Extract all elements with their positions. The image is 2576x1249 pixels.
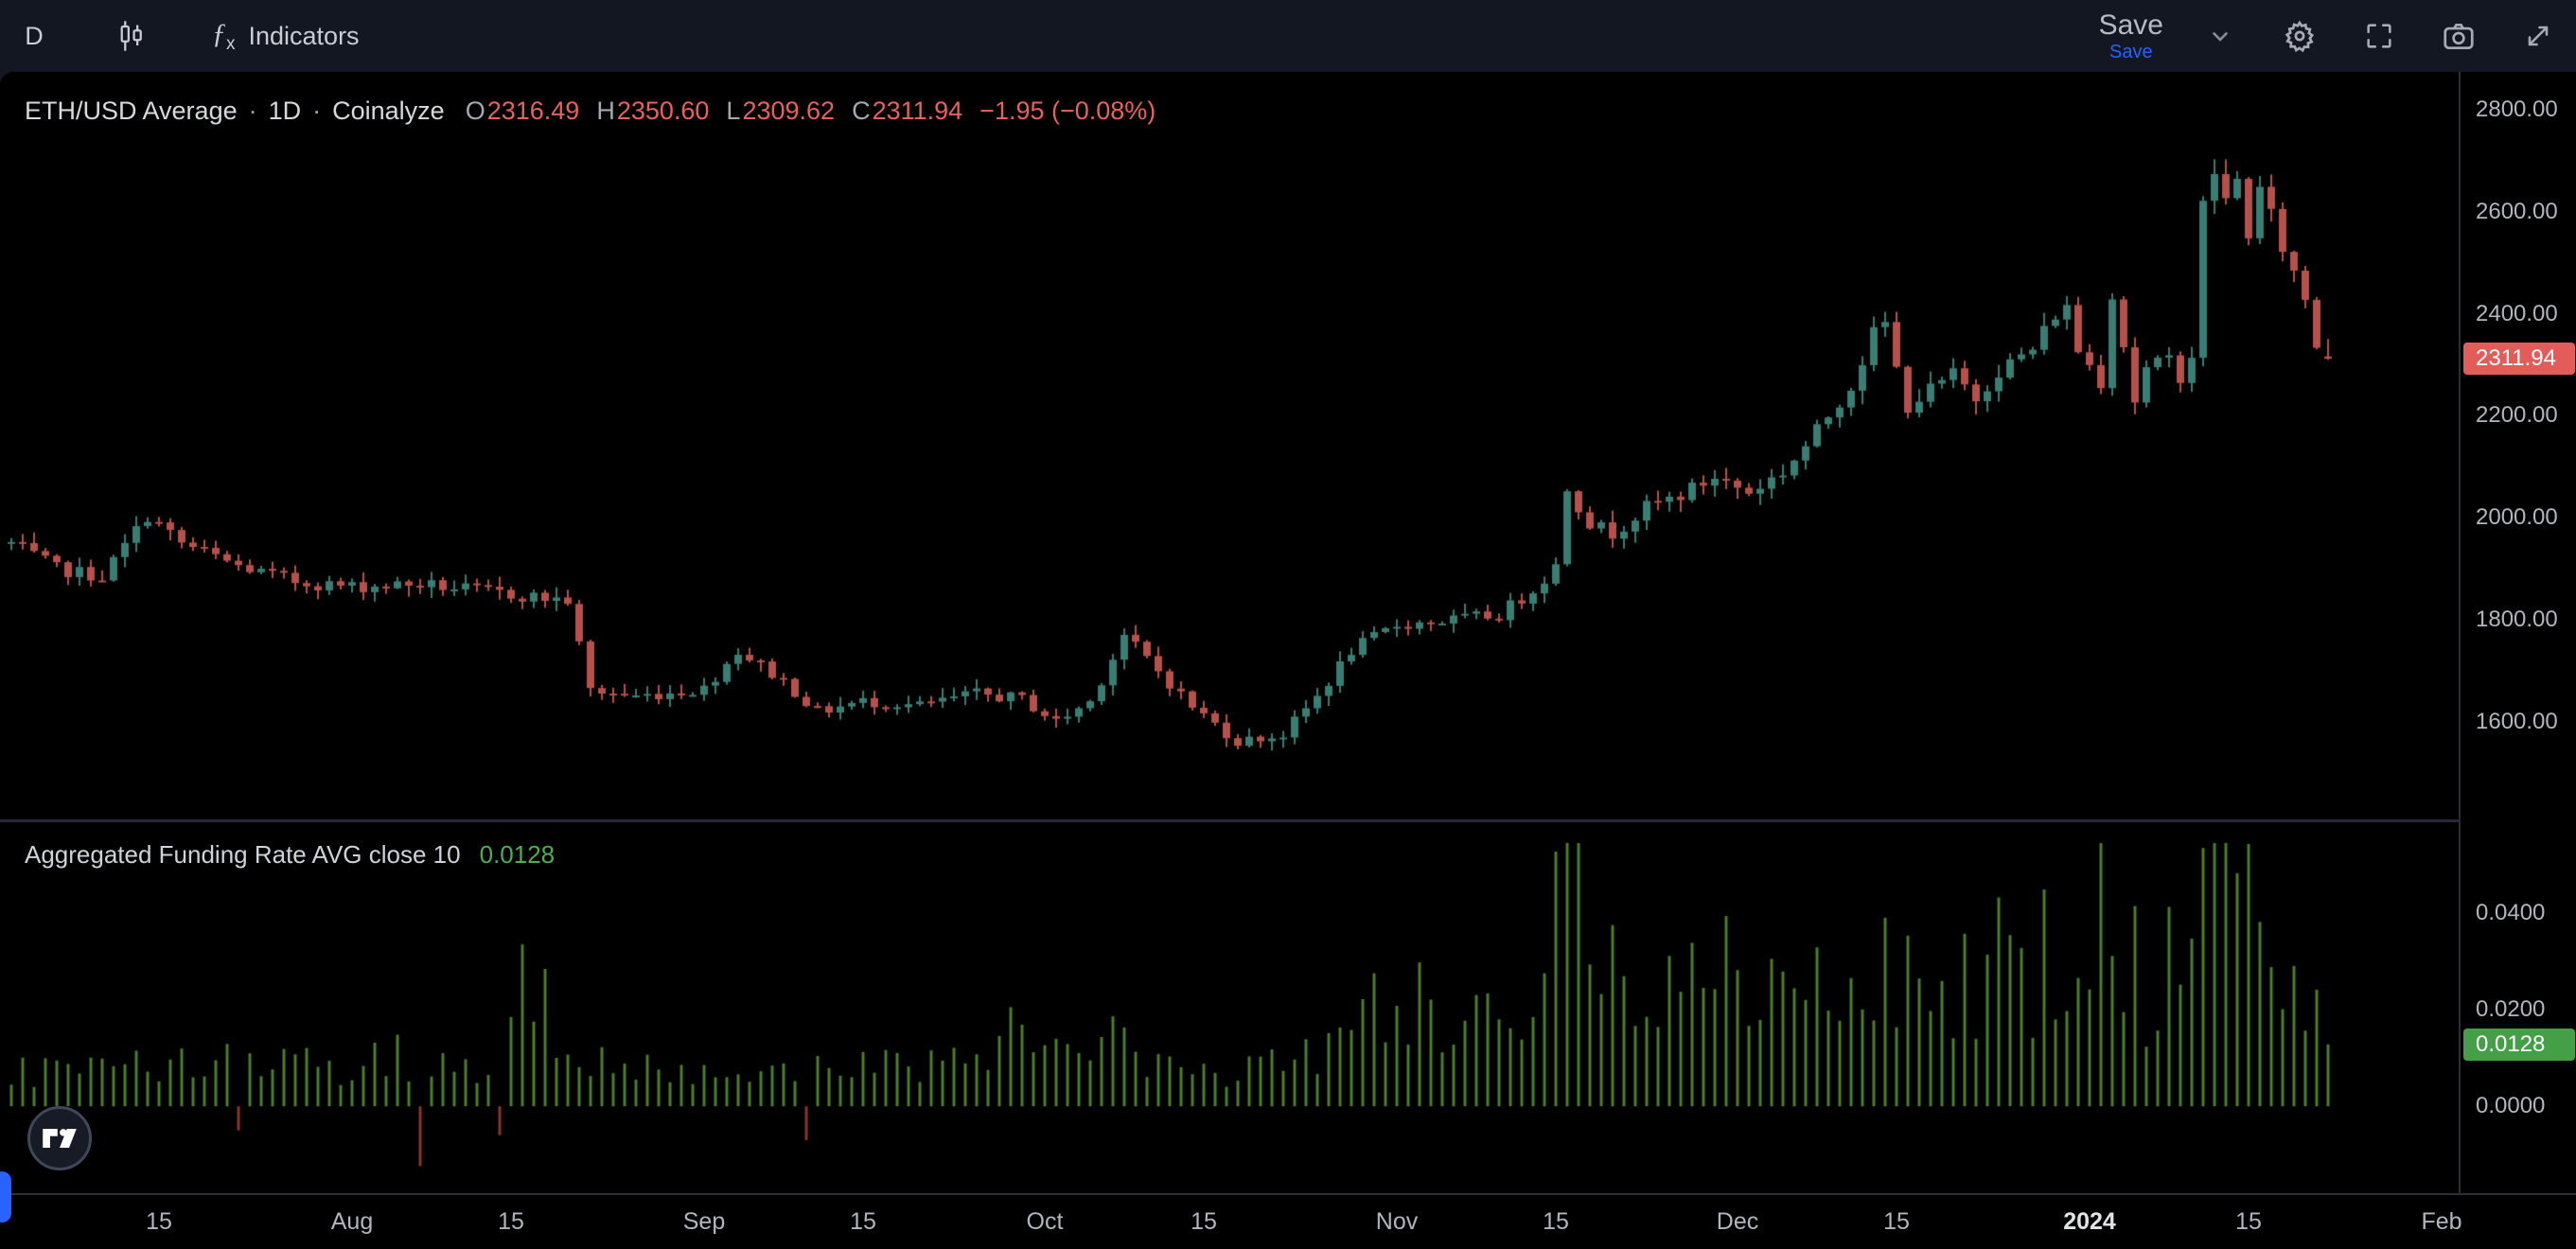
funding-value: 0.0128 — [479, 840, 556, 869]
funding-legend[interactable]: Aggregated Funding Rate AVG close 10 0.0… — [25, 840, 555, 870]
candlestick-chart-icon — [112, 17, 150, 55]
save-label: Save — [2098, 9, 2163, 41]
time-axis-label: Nov — [1375, 1208, 1419, 1235]
time-axis-label: 15 — [1883, 1208, 1910, 1235]
chevron-down-icon — [2208, 24, 2232, 48]
time-scale[interactable]: 15 Aug 15 Sep 15 Oct 15 Nov 15 Dec 15 2024 15 Feb — [0, 1193, 2576, 1249]
close-value: 2311.94 — [872, 97, 963, 125]
indicators-button[interactable]: ƒx Indicators — [199, 9, 373, 62]
funding-axis-label: 0.0400 — [2476, 899, 2546, 925]
tradingview-logo-icon — [41, 1119, 79, 1157]
time-axis-label: 15 — [2235, 1208, 2262, 1235]
fullscreen-button[interactable] — [2356, 13, 2402, 59]
timeframe-button[interactable]: D — [13, 9, 55, 62]
ohlc-values: O2316.49 H2350.60 L2309.62 C2311.94 −1.9… — [465, 97, 1156, 125]
time-axis-label: 15 — [146, 1208, 172, 1235]
tradingview-logo[interactable] — [27, 1106, 92, 1170]
save-button[interactable]: Save Save — [2098, 9, 2163, 62]
price-axis-label: 1800.00 — [2476, 607, 2558, 633]
time-axis-label: 15 — [498, 1208, 524, 1235]
funding-indicator-title: Aggregated Funding Rate AVG close 10 — [25, 840, 461, 869]
settings-button[interactable] — [2277, 13, 2322, 59]
price-axis-label: 2600.00 — [2476, 198, 2558, 224]
price-axis-label: 1600.00 — [2476, 709, 2558, 734]
open-value: 2316.49 — [486, 97, 580, 125]
save-sub-label: Save — [2109, 41, 2153, 62]
price-axis-label: 2400.00 — [2476, 300, 2558, 326]
time-axis-label: 2024 — [2063, 1208, 2116, 1235]
funding-rate-tag: 0.0128 — [2463, 1028, 2575, 1061]
last-price-tag: 2311.94 — [2463, 343, 2575, 376]
fx-icon: ƒx — [212, 17, 236, 54]
symbol-name: ETH/USD Average — [25, 97, 238, 125]
legend-source: Coinalyze — [332, 97, 445, 125]
legend-timeframe: 1D — [268, 97, 302, 125]
fullscreen-icon — [2363, 20, 2395, 52]
price-scale[interactable]: 2311.94 0.0128 2800.00 2600.00 2400.00 2200… — [2459, 72, 2576, 1249]
time-axis-label: 15 — [850, 1208, 876, 1235]
screenshot-button[interactable] — [2436, 13, 2481, 59]
indicators-label: Indicators — [248, 21, 360, 50]
top-toolbar: D ƒx Indicators Save Save — [0, 0, 2576, 72]
high-value: 2350.60 — [616, 97, 710, 125]
time-axis-label: Aug — [330, 1208, 374, 1235]
time-axis-label: 15 — [1543, 1208, 1569, 1235]
pane-divider[interactable] — [0, 819, 2576, 822]
symbol-legend[interactable]: ETH/USD Average · 1D · Coinalyze O2316.4… — [25, 97, 1156, 125]
price-axis-label: 2000.00 — [2476, 504, 2558, 531]
pane-handle[interactable] — [0, 1171, 11, 1223]
diagonal-arrows-icon — [2521, 19, 2555, 53]
price-axis-label: 2800.00 — [2476, 96, 2558, 122]
time-axis-label: Oct — [1026, 1208, 1064, 1235]
time-axis-label: 15 — [1191, 1208, 1217, 1235]
chart-panel: ETH/USD Average · 1D · Coinalyze O2316.4… — [0, 72, 2576, 1249]
toolbar-left-group: D ƒx Indicators — [0, 9, 373, 62]
funding-axis-label: 0.0000 — [2476, 1093, 2546, 1119]
camera-icon — [2441, 18, 2477, 54]
chart-type-button[interactable] — [104, 9, 157, 62]
save-menu-button[interactable] — [2197, 13, 2243, 59]
time-axis-label: Dec — [1716, 1208, 1759, 1235]
timeframe-label: D — [25, 21, 44, 50]
price-pane-canvas[interactable] — [0, 72, 2459, 819]
funding-pane-canvas[interactable] — [0, 822, 2459, 1193]
gear-icon — [2282, 18, 2318, 54]
toolbar-right-group: Save Save — [2098, 9, 2576, 62]
change-value: −1.95 (−0.08%) — [979, 97, 1156, 125]
low-value: 2309.62 — [742, 97, 836, 125]
price-axis-label: 2200.00 — [2476, 402, 2558, 429]
resize-button[interactable] — [2515, 13, 2561, 59]
funding-axis-label: 0.0200 — [2476, 996, 2546, 1023]
time-axis-label: Feb — [2421, 1208, 2462, 1235]
time-axis-label: Sep — [682, 1208, 726, 1235]
